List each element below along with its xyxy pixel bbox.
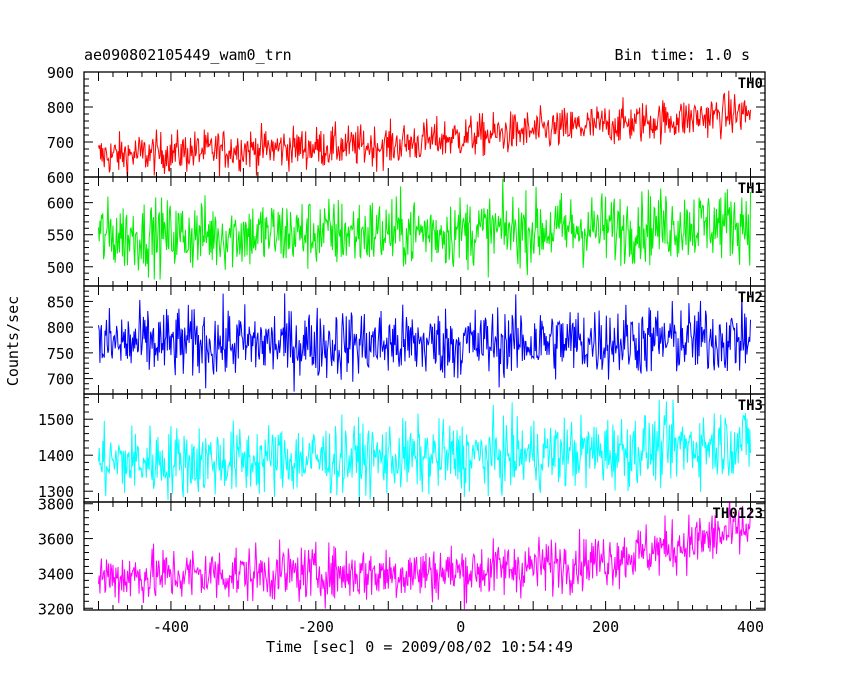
y-tick-label: 3800 (38, 496, 74, 514)
series-th1 (97, 178, 752, 280)
x-tick-label: -400 (153, 618, 189, 636)
panel-label-th3: TH3 (738, 398, 763, 414)
y-axis-label: Counts/sec (4, 296, 22, 386)
y-tick-label: 500 (47, 259, 74, 277)
x-axis-label: Time [sec] 0 = 2009/08/02 10:54:49 (266, 638, 573, 656)
y-tick-label: 3200 (38, 600, 74, 618)
chart-title: ae090802105449_wam0_trn (84, 46, 292, 64)
y-tick-label: 850 (47, 293, 74, 311)
panel-frame-th0123 (83, 501, 766, 611)
y-tick-label: 800 (47, 319, 74, 337)
y-tick-label: 600 (47, 195, 74, 213)
panel-label-th0123: TH0123 (712, 506, 763, 522)
y-tick-label: 750 (47, 345, 74, 363)
y-tick-label: 3400 (38, 565, 74, 583)
series-th3 (97, 399, 752, 502)
x-tick-label: 0 (456, 618, 465, 636)
series-th0 (98, 90, 752, 177)
y-tick-label: 600 (47, 169, 74, 187)
bin-time-label: Bin time: 1.0 s (614, 46, 750, 64)
y-tick-label: 1300 (38, 483, 74, 501)
x-tick-label: -200 (298, 618, 334, 636)
y-tick-label: 550 (47, 227, 74, 245)
y-tick-label: 1500 (38, 411, 74, 429)
x-tick-label: 200 (592, 618, 619, 636)
y-tick-label: 700 (47, 134, 74, 152)
panel-label-th0: TH0 (738, 76, 763, 92)
y-tick-label: 900 (47, 64, 74, 82)
y-tick-label: 3600 (38, 531, 74, 549)
panel-label-th2: TH2 (738, 290, 763, 306)
y-tick-label: 1400 (38, 447, 74, 465)
series-th0123 (97, 502, 752, 610)
y-tick-label: 800 (47, 99, 74, 117)
y-tick-label: 700 (47, 371, 74, 389)
x-tick-label: 400 (737, 618, 764, 636)
series-th2 (97, 291, 752, 392)
panel-label-th1: TH1 (738, 181, 763, 197)
